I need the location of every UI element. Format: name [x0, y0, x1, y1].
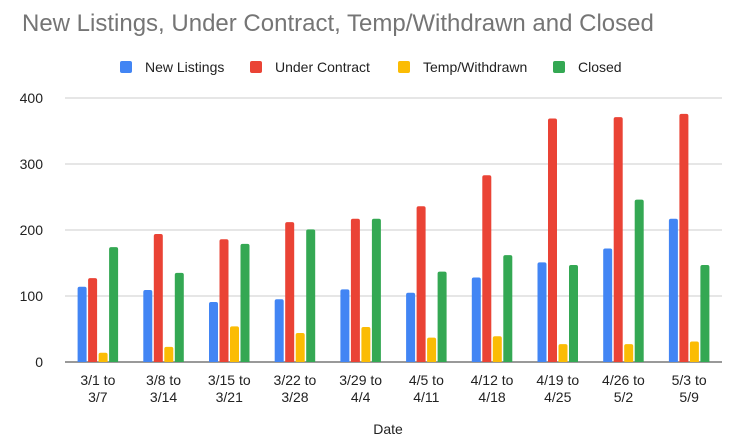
legend: New Listings Under Contract Temp/Withdrawn… — [120, 59, 622, 75]
bar-temp-withdrawn — [689, 341, 699, 362]
legend-label: Under Contract — [275, 59, 370, 75]
legend-swatch — [553, 61, 565, 73]
y-tick-label: 200 — [20, 222, 44, 238]
bar-new-listings — [274, 299, 284, 362]
bar-new-listings — [209, 301, 218, 362]
bar-under-contract — [350, 218, 360, 362]
bar-new-listings — [406, 292, 416, 362]
bar-new-listings — [668, 218, 678, 362]
bar-new-listings — [603, 248, 613, 362]
x-axis-categories: 3/1 to3/73/8 to3/143/15 to3/213/22 to3/2… — [80, 372, 707, 405]
bar-temp-withdrawn — [164, 346, 174, 362]
x-tick-label: 5/9 — [679, 389, 699, 405]
x-tick-label: 3/7 — [88, 389, 108, 405]
chart-title: New Listings, Under Contract, Temp/Withd… — [22, 10, 654, 37]
bar-new-listings — [471, 277, 481, 362]
y-axis-ticks: 0 100 200 300 400 — [20, 90, 44, 370]
x-tick-label: 3/15 to — [208, 372, 251, 388]
x-tick-label: 3/1 to — [80, 372, 115, 388]
bar-under-contract — [153, 233, 163, 362]
bar-closed — [240, 243, 250, 362]
bar-under-contract — [679, 113, 689, 362]
bar-new-listings — [77, 286, 87, 362]
legend-swatch — [250, 61, 262, 73]
y-tick-label: 0 — [35, 354, 43, 370]
x-tick-label: 3/29 to — [339, 372, 382, 388]
legend-swatch — [398, 61, 410, 73]
x-tick-label: 4/26 to — [602, 372, 645, 388]
x-tick-label: 4/19 to — [536, 372, 579, 388]
x-tick-label: 4/12 to — [471, 372, 514, 388]
bar-temp-withdrawn — [361, 327, 371, 362]
bar-temp-withdrawn — [624, 344, 634, 362]
legend-label: Temp/Withdrawn — [423, 59, 527, 75]
legend-swatch — [120, 61, 132, 73]
bar-new-listings — [537, 262, 547, 362]
bar-closed — [306, 229, 316, 362]
bar-under-contract — [548, 118, 557, 363]
x-tick-label: 3/28 — [281, 389, 308, 405]
bar-closed — [503, 255, 513, 362]
bar-temp-withdrawn — [295, 332, 305, 362]
y-tick-label: 100 — [20, 288, 44, 304]
bar-closed — [634, 199, 644, 362]
y-tick-label: 400 — [20, 90, 44, 106]
x-tick-label: 3/21 — [216, 389, 243, 405]
bar-under-contract — [88, 278, 98, 362]
x-tick-label: 4/11 — [413, 389, 439, 405]
x-tick-label: 4/25 — [544, 389, 571, 405]
gridlines — [65, 97, 722, 363]
x-tick-label: 3/22 to — [274, 372, 317, 388]
bar-temp-withdrawn — [98, 352, 108, 362]
x-tick-label: 5/3 to — [672, 372, 707, 388]
bar-closed — [700, 264, 710, 362]
x-tick-label: 3/8 to — [146, 372, 181, 388]
legend-label: Closed — [578, 59, 622, 75]
bar-new-listings — [143, 290, 153, 362]
bar-temp-withdrawn — [558, 344, 568, 362]
x-tick-label: 3/14 — [150, 389, 177, 405]
bar-closed — [371, 218, 381, 362]
x-tick-label: 4/4 — [351, 389, 371, 405]
bar-closed — [174, 272, 184, 362]
bar-new-listings — [340, 289, 350, 362]
bar-under-contract — [613, 117, 623, 362]
x-tick-label: 5/2 — [614, 389, 634, 405]
bar-closed — [569, 264, 578, 362]
bar-closed — [109, 247, 119, 362]
x-tick-label: 4/18 — [478, 389, 505, 405]
bar-under-contract — [285, 222, 295, 362]
legend-label: New Listings — [145, 59, 224, 75]
x-tick-label: 4/5 to — [409, 372, 444, 388]
bar-under-contract — [416, 206, 426, 362]
bar-temp-withdrawn — [427, 337, 437, 362]
bar-under-contract — [219, 239, 229, 362]
bar-closed — [437, 271, 447, 362]
bar-temp-withdrawn — [492, 336, 502, 362]
bars — [77, 113, 710, 363]
bar-temp-withdrawn — [230, 326, 239, 362]
bar-under-contract — [482, 175, 492, 362]
y-tick-label: 300 — [20, 156, 44, 172]
x-axis-title: Date — [373, 421, 403, 437]
